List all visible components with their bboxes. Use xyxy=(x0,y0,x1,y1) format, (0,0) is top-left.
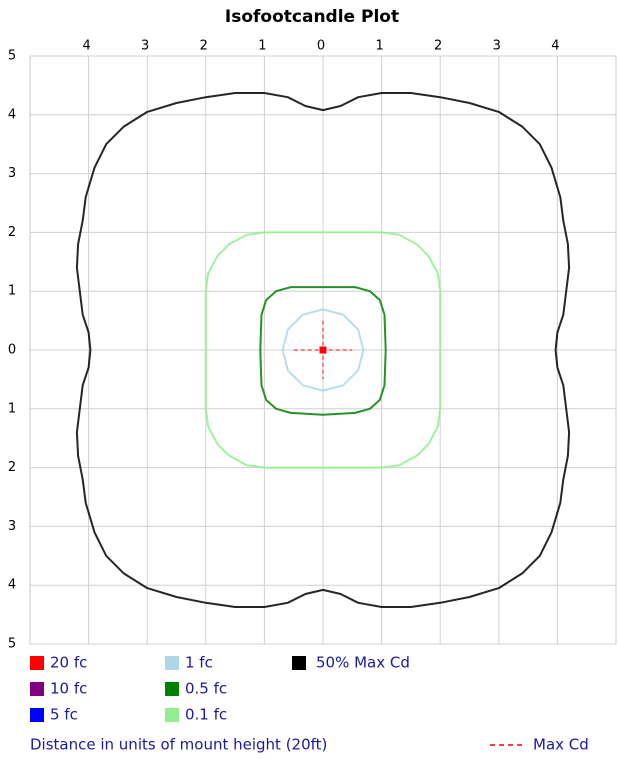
contour-line xyxy=(259,286,387,416)
max-cd-point xyxy=(319,346,327,354)
legend-label: 20 fc xyxy=(50,654,87,672)
y-tick-label: 5 xyxy=(8,637,16,652)
legend-swatch xyxy=(30,708,44,722)
legend-label: 5 fc xyxy=(50,706,78,724)
y-tick-label: 0 xyxy=(8,343,16,358)
legend-label: 1 fc xyxy=(185,654,213,672)
legend-swatch xyxy=(165,708,179,722)
legend-swatch xyxy=(165,682,179,696)
legend-label: Max Cd xyxy=(533,736,589,754)
x-tick-label: 1 xyxy=(375,39,383,54)
x-axis-label: Distance in units of mount height (20ft) xyxy=(30,736,327,754)
x-tick-label: 4 xyxy=(82,39,90,54)
contour-line xyxy=(75,92,571,608)
y-tick-label: 5 xyxy=(8,49,16,64)
y-tick-label: 4 xyxy=(8,107,16,122)
legend-label: 10 fc xyxy=(50,680,87,698)
chart-title: Isofootcandle Plot xyxy=(225,7,399,27)
x-tick-label: 2 xyxy=(200,39,208,54)
contour-line xyxy=(204,231,442,469)
y-tick-label: 2 xyxy=(8,225,16,240)
y-tick-label: 2 xyxy=(8,460,16,475)
x-tick-label: 2 xyxy=(434,39,442,54)
contour-line xyxy=(281,308,365,392)
x-tick-label: 3 xyxy=(141,39,149,54)
x-tick-label: 0 xyxy=(317,39,325,54)
legend-swatch xyxy=(30,656,44,670)
legend-label: 0.1 fc xyxy=(185,706,227,724)
legend-swatch xyxy=(30,682,44,696)
y-tick-label: 1 xyxy=(8,284,16,299)
legend-swatch xyxy=(165,656,179,670)
y-tick-label: 3 xyxy=(8,166,16,181)
y-tick-label: 3 xyxy=(8,519,16,534)
y-tick-label: 1 xyxy=(8,401,16,416)
legend-label: 0.5 fc xyxy=(185,680,227,698)
x-tick-label: 4 xyxy=(551,39,559,54)
legend-label: 50% Max Cd xyxy=(316,654,410,672)
legend-swatch xyxy=(292,656,306,670)
x-tick-label: 1 xyxy=(258,39,266,54)
x-tick-label: 3 xyxy=(493,39,501,54)
y-tick-label: 4 xyxy=(8,578,16,593)
